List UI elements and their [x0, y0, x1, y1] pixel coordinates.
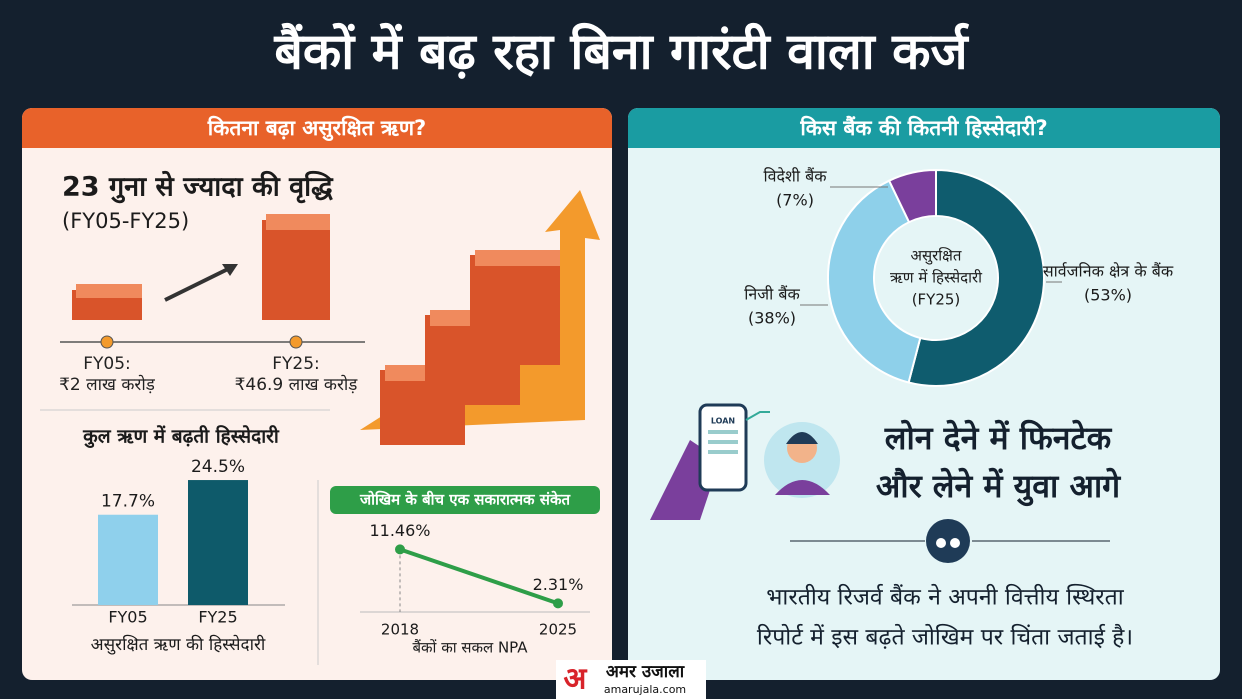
site: amarujala.com: [604, 683, 686, 696]
donut-hole: [875, 217, 997, 339]
point: [395, 544, 405, 555]
quote-icon: [926, 519, 970, 563]
right-heading: किस बैंक की कितनी हिस्सेदारी?: [799, 115, 1047, 140]
phone-text: LOAN: [711, 417, 735, 426]
bar: [188, 480, 248, 605]
period-text: (FY05-FY25): [62, 209, 189, 233]
bar-x-label: असुरक्षित ऋण की हिस्सेदारी: [91, 634, 266, 655]
end-amount: ₹46.9 लाख करोड़: [235, 374, 359, 395]
bar-title: कुल ऋण में बढ़ती हिस्सेदारी: [82, 425, 280, 449]
headline: और लेने में युवा आगे: [876, 467, 1121, 507]
x-tick-label: FY05: [108, 608, 147, 627]
main-title: बैंकों में बढ़ रहा बिना गारंटी वाला कर्ज: [273, 23, 969, 81]
line-title: जोखिम के बीच एक सकारात्मक संकेत: [359, 491, 571, 509]
bar: [98, 514, 158, 605]
left-header-bar: [22, 108, 612, 148]
donut-segment: [907, 168, 1045, 387]
left-panel: [22, 108, 612, 680]
center-label: असुरक्षित: [911, 247, 962, 266]
quote-text: भारतीय रिजर्व बैंक ने अपनी वित्तीय स्थिर…: [766, 584, 1125, 611]
logo: अमर उजाला: [606, 662, 685, 682]
category-label: सार्वजनिक क्षेत्र के बैंक: [1043, 262, 1174, 281]
right-panel: [628, 108, 1220, 680]
logo-mark: अ: [564, 662, 588, 697]
value-label: 24.5%: [191, 457, 245, 477]
line: [399, 547, 559, 606]
x-tick-label: 2025: [539, 621, 577, 639]
end-label: FY25:: [272, 354, 320, 374]
headline: लोन देने में फिनटेक: [884, 419, 1113, 457]
line-x-label: बैंकों का सकल NPA: [412, 639, 528, 657]
value-label: (53%): [1084, 286, 1132, 305]
quote-icon: [936, 538, 946, 548]
left-heading: कितना बढ़ा असुरक्षित ऋण?: [207, 115, 426, 142]
center-label: ऋण में हिस्सेदारी: [890, 269, 983, 287]
line-title-badge: [330, 486, 600, 514]
value-label: (38%): [748, 309, 796, 328]
category-label: निजी बैंक: [744, 285, 800, 304]
point: [553, 598, 563, 609]
start-amount: ₹2 लाख करोड़: [59, 374, 156, 395]
donut-segment: [887, 168, 937, 224]
value-label: (7%): [776, 191, 814, 210]
money-illustration: [72, 190, 600, 445]
growth-text: 23 गुना से ज्यादा की वृद्धि: [62, 171, 334, 204]
center-label: (FY25): [912, 291, 961, 309]
phone-illustration: [650, 403, 840, 520]
x-tick-label: FY25: [198, 608, 237, 627]
right-header-bar: [628, 108, 1220, 148]
start-label: FY05:: [83, 354, 131, 374]
category-label: विदेशी बैंक: [763, 167, 827, 186]
timeline-dot: [100, 335, 114, 349]
value-label: 17.7%: [101, 492, 155, 512]
x-tick-label: 2018: [381, 621, 419, 639]
timeline-dot: [289, 335, 303, 349]
logo-box: [556, 660, 706, 699]
value-label: 11.46%: [369, 521, 430, 540]
value-label: 2.31%: [533, 575, 584, 594]
quote-text: रिपोर्ट में इस बढ़ते जोखिम पर चिंता जताई…: [757, 624, 1133, 651]
quote-icon: [950, 538, 960, 548]
